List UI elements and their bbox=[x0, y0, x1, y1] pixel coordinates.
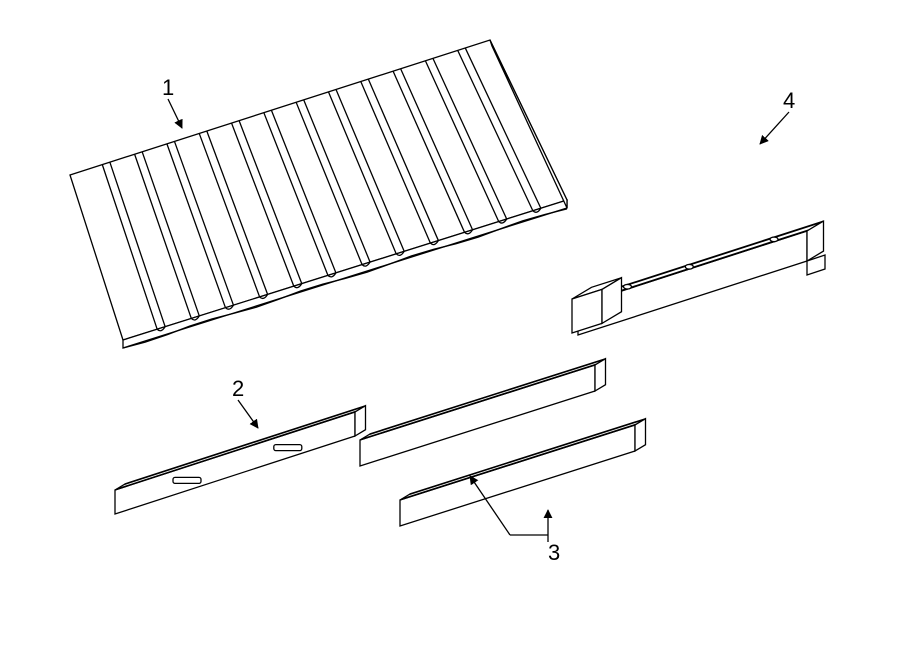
callout-1: 1 bbox=[162, 75, 182, 128]
callout-label: 2 bbox=[232, 376, 244, 401]
callout-label: 1 bbox=[162, 75, 174, 100]
callout-2: 2 bbox=[232, 376, 258, 428]
callout-label: 3 bbox=[548, 540, 560, 565]
callout-4: 4 bbox=[760, 88, 795, 144]
rear-crossmember bbox=[572, 221, 825, 335]
floor-panel bbox=[70, 40, 567, 348]
parts-diagram: 1 2 3 4 bbox=[0, 0, 900, 661]
front-crossmember bbox=[115, 406, 366, 514]
callout-label: 4 bbox=[783, 88, 795, 113]
